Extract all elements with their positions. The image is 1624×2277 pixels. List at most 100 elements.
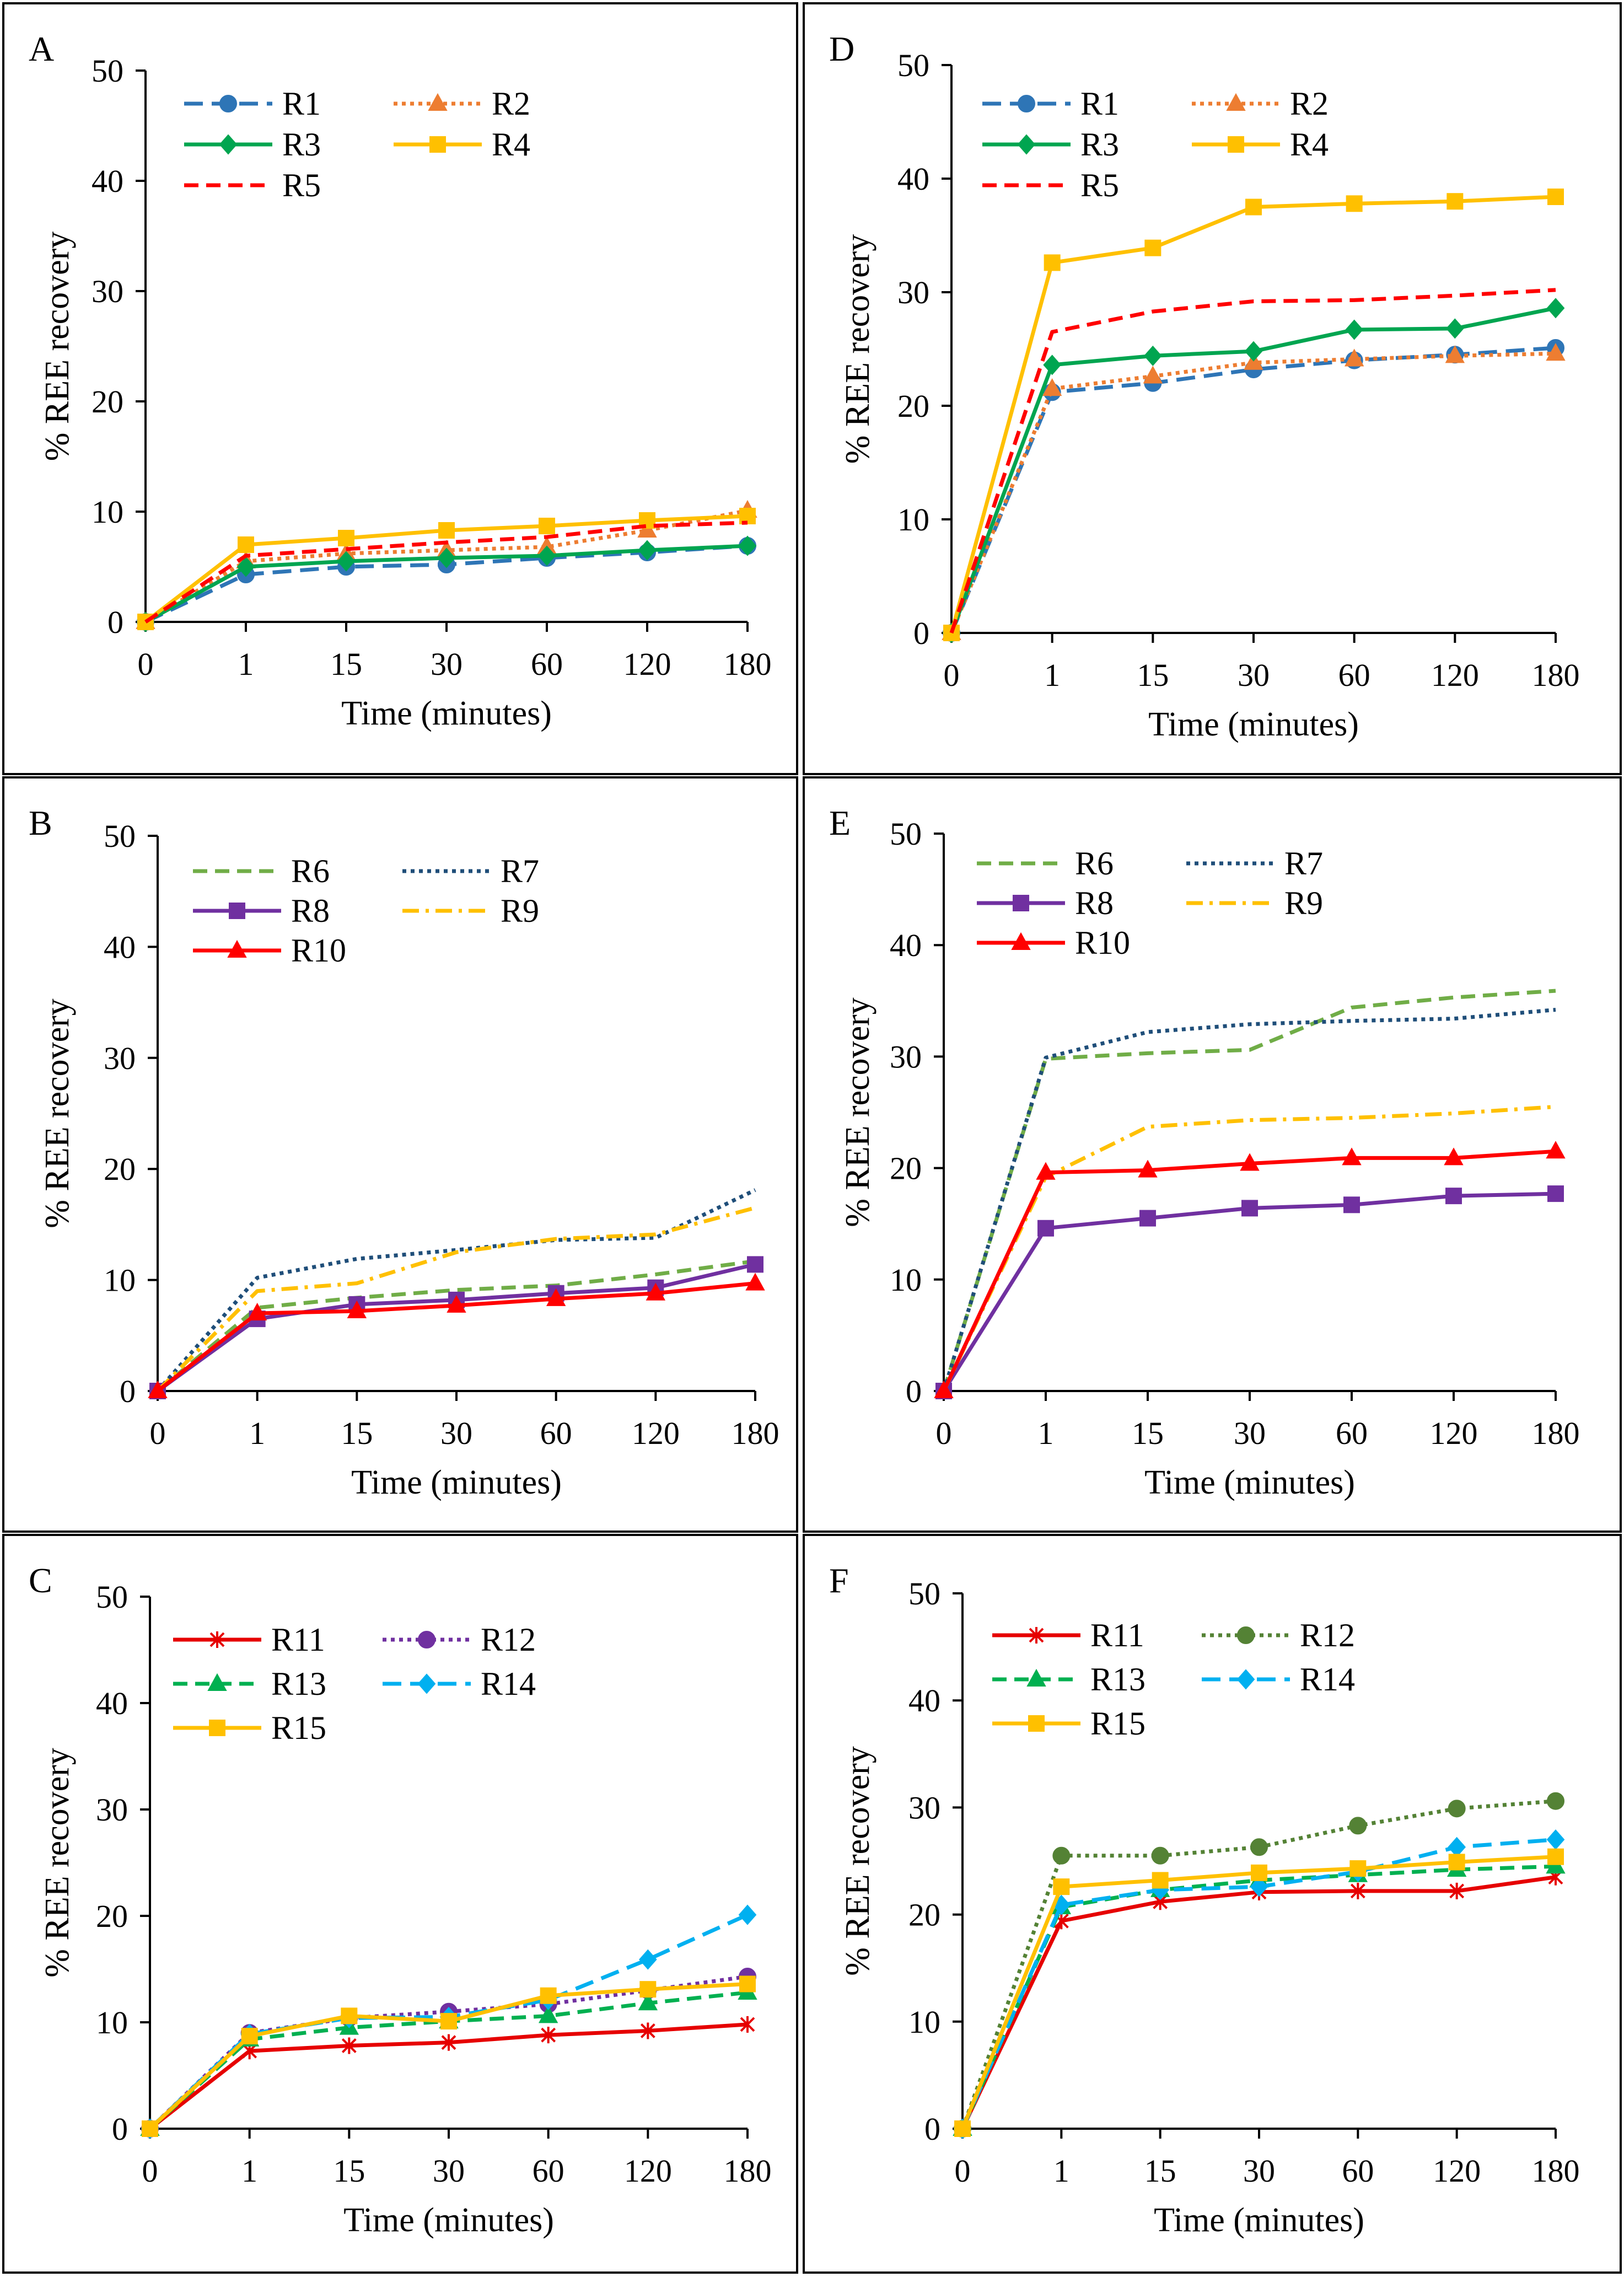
x-tick-label: 60 xyxy=(1342,2153,1374,2189)
x-tick-label: 1 xyxy=(238,646,254,682)
legend-label: R2 xyxy=(492,85,530,122)
data-point-r8 xyxy=(1241,1200,1258,1217)
series-line-r9 xyxy=(156,1206,756,1393)
panel-a: A 0 10 20 30 40 50 0 1 15 30 60 120 180 Time (minutes)… xyxy=(2,2,798,775)
series-r3 xyxy=(136,535,757,632)
series-r5 xyxy=(144,520,748,624)
legend: R11 R12 R13 R14 R15 xyxy=(173,1621,536,1746)
y-tick-label: 10 xyxy=(908,2004,940,2040)
series-r10 xyxy=(934,1141,1566,1398)
y-tick-label: 0 xyxy=(913,615,929,651)
legend-entry-r12: R12 xyxy=(383,1621,536,1658)
legend-label: R12 xyxy=(481,1621,536,1658)
legend-entry-r15: R15 xyxy=(992,1705,1146,1742)
series-r10 xyxy=(148,1272,765,1398)
x-tick-label: 30 xyxy=(433,2153,465,2189)
legend-sample-r15-marker xyxy=(209,1720,225,1736)
series-r2 xyxy=(942,343,1566,640)
legend-label: R11 xyxy=(1090,1617,1144,1653)
series-r6 xyxy=(156,1259,756,1393)
legend-entry-r7: R7 xyxy=(1186,845,1323,882)
x-axis-title: Time (minutes) xyxy=(351,1464,562,1501)
data-point-r11 xyxy=(441,2034,456,2051)
legend: R6 R7 R8 R9 R10 xyxy=(977,845,1323,961)
y-axis-title: % REE recovery xyxy=(839,1746,876,1976)
legend: R1 R2 R3 R4 R5 xyxy=(982,85,1329,203)
x-tick-label: 15 xyxy=(1144,2153,1176,2189)
data-point-r15 xyxy=(540,1987,557,2004)
x-tick-label: 0 xyxy=(138,646,154,682)
legend-label: R5 xyxy=(1080,167,1119,203)
series-line-r10 xyxy=(942,1149,1556,1392)
legend-entry-r3: R3 xyxy=(184,126,321,163)
data-point-r3 xyxy=(1244,341,1263,362)
x-tick-label: 0 xyxy=(142,2153,158,2189)
legend-entry-r3: R3 xyxy=(982,126,1119,163)
data-point-r15 xyxy=(1053,1878,1070,1895)
panel-d: D 0 10 20 30 40 50 0 1 15 30 60 120 180 Time (minutes)… xyxy=(803,2,1622,775)
x-tick-label: 60 xyxy=(531,646,563,682)
legend-label: R14 xyxy=(481,1666,536,1702)
legend: R1 R2 R3 R4 R5 xyxy=(184,85,530,203)
data-point-r4 xyxy=(943,625,960,641)
legend-entry-r14: R14 xyxy=(383,1666,536,1702)
data-point-r3 xyxy=(1345,319,1364,340)
panel-frame xyxy=(803,2,1622,775)
series-r5 xyxy=(949,288,1556,634)
data-point-r3 xyxy=(1546,298,1565,319)
data-point-r2 xyxy=(1042,378,1062,396)
y-tick-label: 10 xyxy=(104,1263,136,1298)
legend-entry-r1: R1 xyxy=(982,85,1119,122)
data-point-r3 xyxy=(738,535,757,556)
legend-entry-r11: R11 xyxy=(992,1617,1144,1653)
legend-sample-r10-marker xyxy=(227,939,247,958)
legend-label: R1 xyxy=(1080,85,1119,122)
data-point-r15 xyxy=(440,2013,457,2030)
legend-entry-r13: R13 xyxy=(173,1666,326,1702)
legend-sample-r11-marker xyxy=(209,1631,225,1648)
data-point-r15 xyxy=(1448,1854,1465,1871)
series-line-r13 xyxy=(960,1864,1556,2130)
y-tick-label: 30 xyxy=(908,1790,940,1825)
legend-sample-r1-marker xyxy=(1018,95,1035,112)
data-point-r12 xyxy=(1349,1817,1367,1835)
legend-label: R3 xyxy=(1080,126,1119,163)
x-tick-label: 15 xyxy=(330,646,362,682)
legend-sample-r12-marker xyxy=(1237,1626,1255,1644)
legend-label: R7 xyxy=(1284,845,1323,882)
data-point-r10 xyxy=(347,1300,367,1318)
legend-label: R13 xyxy=(271,1666,326,1702)
legend-entry-r5: R5 xyxy=(982,167,1119,203)
x-tick-label: 120 xyxy=(632,1415,680,1451)
x-tick-label: 1 xyxy=(1053,2153,1069,2189)
legend-entry-r1: R1 xyxy=(184,85,321,122)
data-point-r3 xyxy=(1143,345,1162,366)
data-point-r13 xyxy=(538,2005,558,2023)
x-tick-label: 15 xyxy=(341,1415,373,1451)
data-point-r4 xyxy=(1547,188,1564,205)
series-r7 xyxy=(156,1188,756,1393)
legend-entry-r8: R8 xyxy=(193,893,330,929)
y-tick-label: 30 xyxy=(92,273,123,309)
legend-sample-r1-marker xyxy=(219,95,237,112)
data-point-r3 xyxy=(1445,318,1464,339)
x-axis-title: Time (minutes) xyxy=(343,2201,554,2239)
legend-label: R2 xyxy=(1290,85,1329,122)
data-point-r14 xyxy=(638,1949,657,1970)
x-tick-label: 15 xyxy=(333,2153,365,2189)
y-tick-label: 50 xyxy=(908,1576,940,1612)
y-tick-label: 10 xyxy=(96,2005,128,2040)
legend-entry-r13: R13 xyxy=(992,1661,1146,1698)
x-tick-label: 120 xyxy=(1433,2153,1481,2189)
y-tick-label: 40 xyxy=(908,1683,940,1719)
x-tick-label: 60 xyxy=(533,2153,564,2189)
x-tick-label: 180 xyxy=(1532,1415,1580,1451)
x-tick-label: 30 xyxy=(440,1415,472,1451)
legend-entry-r10: R10 xyxy=(193,932,346,969)
data-point-r8 xyxy=(1343,1196,1360,1213)
legend: R11 R12 R13 R14 R15 xyxy=(992,1617,1355,1742)
x-tick-label: 120 xyxy=(623,646,671,682)
x-tick-label: 180 xyxy=(724,646,772,682)
series-r1 xyxy=(943,339,1564,642)
x-tick-label: 30 xyxy=(431,646,463,682)
